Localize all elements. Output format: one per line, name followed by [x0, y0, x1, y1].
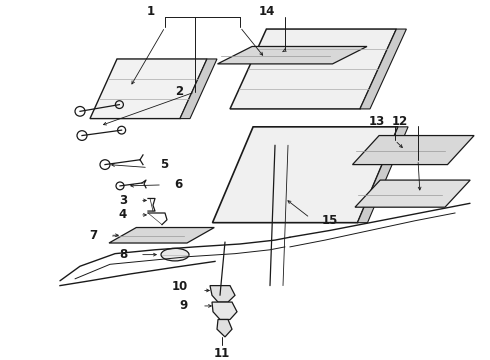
- Text: 5: 5: [160, 158, 168, 171]
- Polygon shape: [210, 285, 235, 302]
- Text: 8: 8: [119, 248, 127, 261]
- Text: 4: 4: [119, 208, 127, 221]
- Text: 12: 12: [392, 114, 408, 127]
- Polygon shape: [218, 46, 367, 64]
- Polygon shape: [217, 319, 232, 337]
- Text: 15: 15: [322, 214, 339, 227]
- Polygon shape: [90, 59, 207, 118]
- Polygon shape: [180, 59, 217, 118]
- Text: 14: 14: [259, 5, 275, 18]
- Text: 13: 13: [369, 114, 385, 127]
- Polygon shape: [230, 29, 396, 109]
- Text: 6: 6: [174, 179, 182, 192]
- Text: 9: 9: [180, 300, 188, 312]
- Text: 10: 10: [172, 280, 188, 293]
- Text: 11: 11: [214, 347, 230, 360]
- Polygon shape: [360, 29, 406, 109]
- Polygon shape: [355, 180, 470, 207]
- Ellipse shape: [161, 248, 189, 261]
- Text: 2: 2: [175, 85, 183, 99]
- Polygon shape: [109, 228, 214, 243]
- Text: 3: 3: [119, 194, 127, 207]
- Text: 1: 1: [147, 5, 155, 18]
- Text: 7: 7: [89, 229, 97, 242]
- Polygon shape: [213, 127, 398, 223]
- Polygon shape: [358, 127, 408, 223]
- Polygon shape: [212, 302, 237, 319]
- Polygon shape: [352, 136, 474, 165]
